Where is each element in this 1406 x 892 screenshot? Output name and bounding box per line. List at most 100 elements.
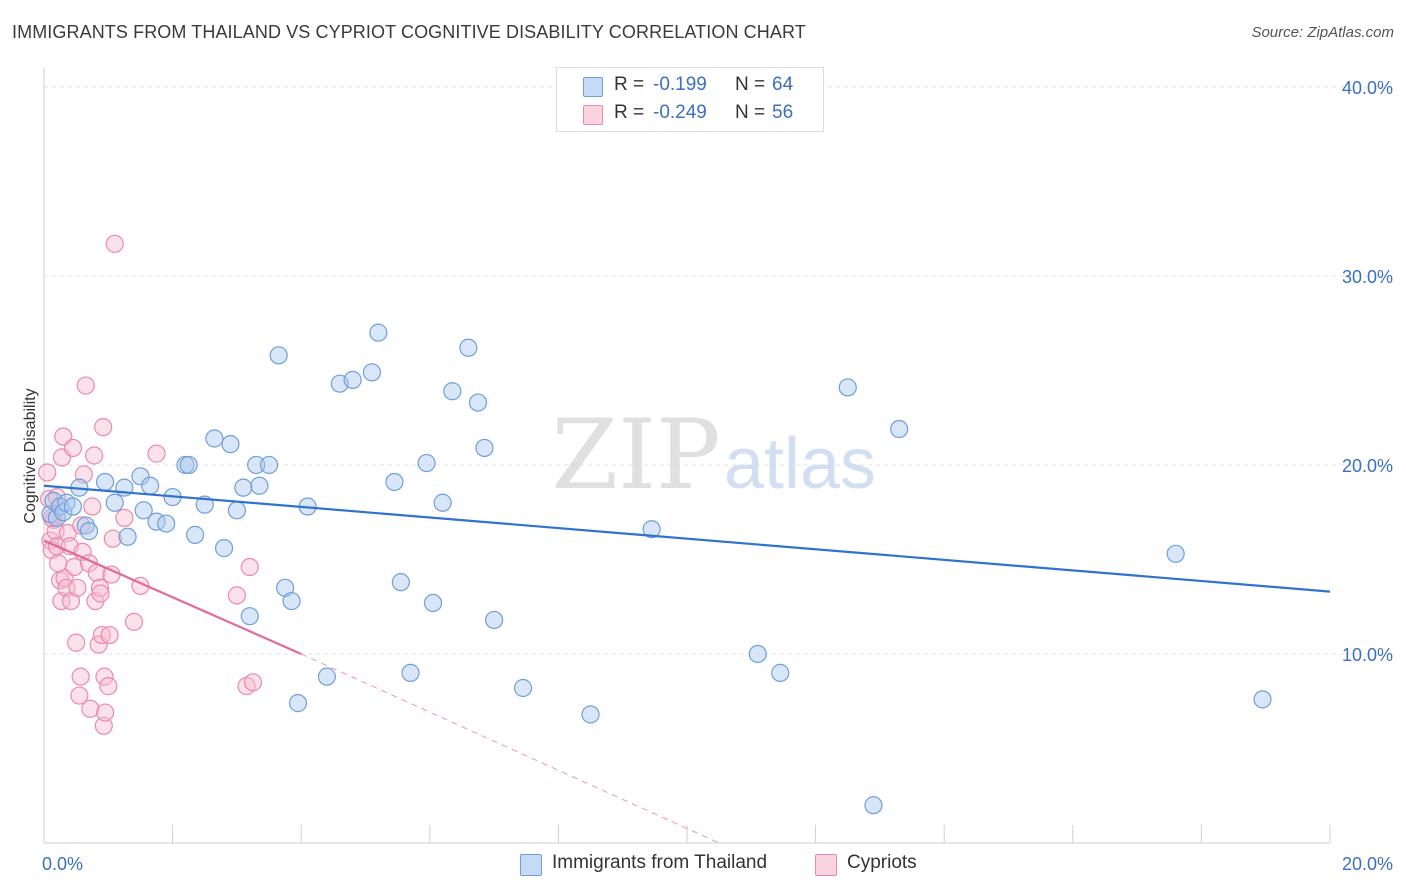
point-thailand [157, 514, 176, 533]
point-cypriot [71, 667, 90, 686]
point-thailand [76, 516, 95, 535]
trend-lines [43, 484, 1331, 844]
point-thailand [118, 527, 137, 546]
point-thailand [131, 467, 150, 486]
point-thailand [134, 501, 153, 520]
source-label: Source: ZipAtlas.com [1251, 24, 1394, 41]
point-thailand [205, 429, 224, 448]
point-thailand [459, 338, 478, 357]
legend-swatch-pink [815, 854, 837, 876]
point-thailand [247, 455, 266, 475]
r-label: R = [614, 102, 645, 123]
point-cypriot [81, 699, 100, 718]
point-thailand [864, 796, 883, 815]
point-thailand [369, 323, 388, 342]
point-cypriot [124, 612, 144, 631]
point-cypriot [83, 497, 102, 516]
point-thailand [513, 678, 533, 698]
point-cypriot [240, 557, 259, 577]
trend-line-cypriots [43, 539, 302, 655]
point-cypriot [68, 578, 87, 597]
point-thailand [642, 520, 661, 539]
series-immigrants-from-thailand [41, 109, 1272, 815]
point-cypriot [76, 376, 95, 395]
point-cypriot [94, 418, 113, 437]
point-thailand [269, 346, 288, 365]
n-label: N = [735, 102, 766, 123]
point-cypriot [99, 677, 118, 696]
point-thailand [288, 694, 308, 713]
point-thailand [186, 525, 205, 544]
point-thailand [385, 472, 404, 492]
point-cypriot [91, 584, 110, 603]
stats-row-cypriots: R = -0.249 N = 56 [557, 100, 823, 128]
r-label: R = [614, 74, 645, 95]
legend-swatch-blue [583, 77, 603, 97]
point-thailand [433, 493, 452, 512]
point-thailand [317, 667, 337, 686]
legend-swatch-blue [520, 854, 542, 876]
point-cypriot [94, 716, 113, 735]
point-cypriot [70, 686, 89, 705]
point-cypriot [147, 444, 166, 463]
legend-label: Immigrants from Thailand [552, 852, 768, 873]
y-tick-label: 20.0% [1342, 456, 1393, 476]
r-value: -0.199 [653, 74, 707, 95]
n-label: N = [735, 74, 766, 95]
point-thailand [179, 455, 198, 475]
point-cypriot [90, 578, 110, 597]
watermark-zip: ZIP [551, 399, 720, 511]
point-cypriot [243, 673, 263, 692]
n-value: 64 [772, 74, 794, 95]
watermark-atlas: atlas [724, 424, 876, 504]
point-cypriot [105, 234, 124, 253]
point-cypriot [92, 625, 111, 645]
r-value: -0.249 [653, 102, 707, 123]
y-tick-label: 10.0% [1342, 645, 1393, 665]
point-cypriot [95, 703, 115, 722]
y-tick-label: 30.0% [1342, 267, 1393, 287]
point-cypriot [227, 586, 246, 605]
point-thailand [475, 438, 494, 458]
stats-row-thailand: R = -0.199 N = 64 [557, 72, 823, 100]
n-value: 56 [772, 102, 794, 123]
trend-extension-cypriots [300, 653, 720, 844]
chart-title: IMMIGRANTS FROM THAILAND VS CYPRIOT COGN… [12, 22, 806, 42]
point-thailand [391, 573, 410, 592]
point-cypriot [65, 557, 84, 577]
point-thailand [79, 522, 99, 541]
y-tick-label: 40.0% [1342, 78, 1393, 98]
point-thailand [221, 435, 240, 454]
x-tick-label: 20.0% [1342, 854, 1393, 874]
point-thailand [95, 472, 115, 492]
point-thailand [423, 593, 443, 613]
point-cypriot [85, 446, 104, 465]
point-cypriot [95, 667, 114, 686]
point-thailand [1253, 690, 1272, 709]
point-thailand [401, 663, 420, 682]
axes [43, 68, 1331, 844]
point-thailand [890, 419, 909, 439]
point-thailand [485, 610, 504, 630]
point-cypriot [100, 625, 119, 645]
trend-line-thailand [43, 484, 1331, 593]
point-thailand [282, 591, 301, 611]
grid-lines [44, 86, 1392, 655]
point-thailand [581, 705, 600, 724]
point-thailand [343, 370, 362, 389]
point-thailand [443, 382, 462, 401]
point-thailand [748, 644, 767, 664]
point-thailand [214, 539, 234, 558]
tick-labels: 10.0% 20.0% 30.0% 40.0% 0.0% 20.0% [42, 78, 1393, 874]
point-thailand [140, 476, 160, 495]
point-cypriot [67, 633, 86, 652]
point-thailand [227, 501, 246, 520]
point-thailand [417, 453, 436, 473]
point-cypriot [103, 529, 122, 548]
point-thailand [105, 493, 124, 512]
point-thailand [250, 476, 269, 495]
point-cypriot [115, 508, 134, 527]
legend-label: Cypriots [847, 852, 917, 873]
point-thailand [771, 663, 790, 682]
